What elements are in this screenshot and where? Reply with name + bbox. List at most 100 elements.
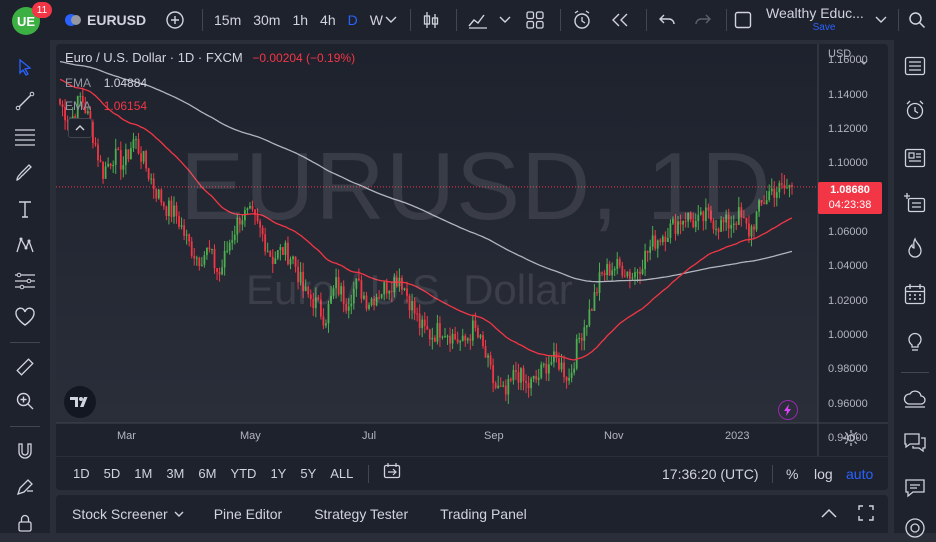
candle: [350, 294, 353, 315]
interval-d[interactable]: D: [347, 12, 358, 28]
range-1m[interactable]: 1M: [134, 466, 153, 481]
auto-scale-toggle[interactable]: auto: [846, 465, 874, 482]
candle: [755, 210, 758, 232]
price-axis-currency[interactable]: USD: [828, 48, 852, 60]
chats-cloud-icon[interactable]: [901, 384, 929, 412]
help-circle-icon[interactable]: [901, 514, 929, 542]
magnet-icon[interactable]: [12, 438, 38, 464]
layout-menu[interactable]: Wealthy Educ... Save: [766, 5, 872, 37]
lock-pencil-icon[interactable]: [12, 474, 38, 500]
candle: [107, 157, 110, 168]
candle: [634, 267, 636, 285]
lock-icon[interactable]: [12, 510, 38, 536]
candle: [94, 137, 97, 147]
trend-line-icon[interactable]: [12, 88, 38, 114]
utc-clock[interactable]: 17:36:20 (UTC): [662, 465, 759, 482]
calendar-icon[interactable]: [901, 280, 929, 308]
interval-1h[interactable]: 1h: [292, 12, 309, 28]
add-list-icon[interactable]: [901, 188, 929, 216]
legend-ema-fast[interactable]: EMA 1.06154: [65, 99, 147, 113]
candle: [284, 240, 287, 261]
candle: [122, 156, 125, 178]
go-to-date-icon[interactable]: [383, 463, 401, 484]
news-icon[interactable]: [901, 144, 929, 172]
indicators-dropdown-icon[interactable]: [498, 0, 512, 40]
pattern-tool-icon[interactable]: [12, 232, 38, 258]
candle: [99, 155, 102, 163]
range-5d[interactable]: 5D: [103, 466, 121, 481]
interval-30m[interactable]: 30m: [253, 12, 281, 28]
prediction-tool-icon[interactable]: [12, 268, 38, 294]
percent-scale-toggle[interactable]: %: [786, 465, 799, 482]
candle: [768, 184, 771, 203]
screener-dropdown-icon[interactable]: [174, 511, 184, 517]
ideas-lightbulb-icon[interactable]: [901, 328, 929, 356]
tab-pine-editor[interactable]: Pine Editor: [198, 506, 298, 522]
interval-4h[interactable]: 4h: [320, 12, 336, 28]
candle: [707, 203, 710, 219]
zoom-in-icon[interactable]: [12, 388, 38, 414]
price-chart[interactable]: [56, 44, 888, 490]
compare-add-icon[interactable]: [164, 0, 186, 40]
heart-favorite-icon[interactable]: [12, 304, 38, 330]
candle: [327, 300, 330, 333]
indicators-icon[interactable]: [466, 0, 490, 40]
fullscreen-box-icon[interactable]: [732, 0, 754, 40]
candle-type-icon[interactable]: [420, 0, 442, 40]
range-6m[interactable]: 6M: [198, 466, 217, 481]
log-scale-toggle[interactable]: log: [814, 465, 833, 482]
legend-title-row[interactable]: Euro / U.S. Dollar · 1D · FXCM −0.00204 …: [65, 50, 355, 65]
symbol-search[interactable]: EURUSD: [64, 0, 146, 40]
tab-strategy-tester[interactable]: Strategy Tester: [298, 506, 424, 522]
tab-trading-panel[interactable]: Trading Panel: [424, 506, 543, 522]
panel-maximize-icon[interactable]: [858, 505, 874, 526]
separator: [10, 342, 40, 343]
candle: [583, 319, 586, 351]
range-ytd[interactable]: YTD: [230, 466, 257, 481]
candle: [568, 368, 571, 385]
text-tool-icon[interactable]: [12, 196, 38, 222]
candle: [753, 224, 755, 239]
candle: [411, 293, 413, 320]
legend-collapse-button[interactable]: [68, 118, 92, 138]
replay-icon[interactable]: [608, 0, 632, 40]
panel-expand-chevron-up-icon[interactable]: [820, 506, 838, 524]
fib-retracement-icon[interactable]: [12, 124, 38, 150]
interval-dropdown-icon[interactable]: [384, 0, 398, 40]
range-all[interactable]: ALL: [330, 466, 354, 481]
redo-icon[interactable]: [692, 0, 714, 40]
watchlist-icon[interactable]: [901, 52, 929, 80]
flash-icon[interactable]: [778, 400, 798, 420]
candle: [439, 316, 441, 347]
tradingview-logo[interactable]: [64, 386, 96, 418]
brush-icon[interactable]: [12, 160, 38, 186]
candle: [342, 280, 345, 313]
candle: [446, 334, 449, 345]
search-icon[interactable]: [906, 0, 928, 40]
interval-15m[interactable]: 15m: [214, 12, 242, 28]
candle: [216, 267, 218, 281]
undo-icon[interactable]: [656, 0, 678, 40]
range-5y[interactable]: 5Y: [300, 466, 317, 481]
alarm-clock-icon[interactable]: [901, 96, 929, 124]
layout-grid-icon[interactable]: [524, 0, 546, 40]
chart-settings-icon[interactable]: [842, 429, 860, 452]
legend-ema-slow[interactable]: EMA 1.04884: [65, 76, 147, 90]
range-3m[interactable]: 3M: [166, 466, 185, 481]
chart-pane[interactable]: EURUSD, 1D Euro / U.S. Dollar Euro / U.S…: [56, 44, 888, 490]
currency-dropdown-icon[interactable]: [860, 52, 868, 70]
chat-icon[interactable]: [901, 428, 929, 456]
candle: [682, 220, 684, 232]
range-1y[interactable]: 1Y: [270, 466, 287, 481]
range-1d[interactable]: 1D: [73, 466, 90, 481]
alert-icon[interactable]: [570, 0, 594, 40]
ruler-icon[interactable]: [12, 354, 38, 380]
hotlist-fire-icon[interactable]: [901, 234, 929, 262]
messages-icon[interactable]: [901, 474, 929, 502]
candle: [441, 335, 444, 340]
tab-stock-screener[interactable]: Stock Screener: [56, 506, 198, 522]
candle: [669, 219, 672, 244]
layout-dropdown-icon[interactable]: [874, 0, 888, 40]
cursor-icon[interactable]: [12, 54, 38, 80]
interval-w[interactable]: W: [369, 12, 383, 28]
